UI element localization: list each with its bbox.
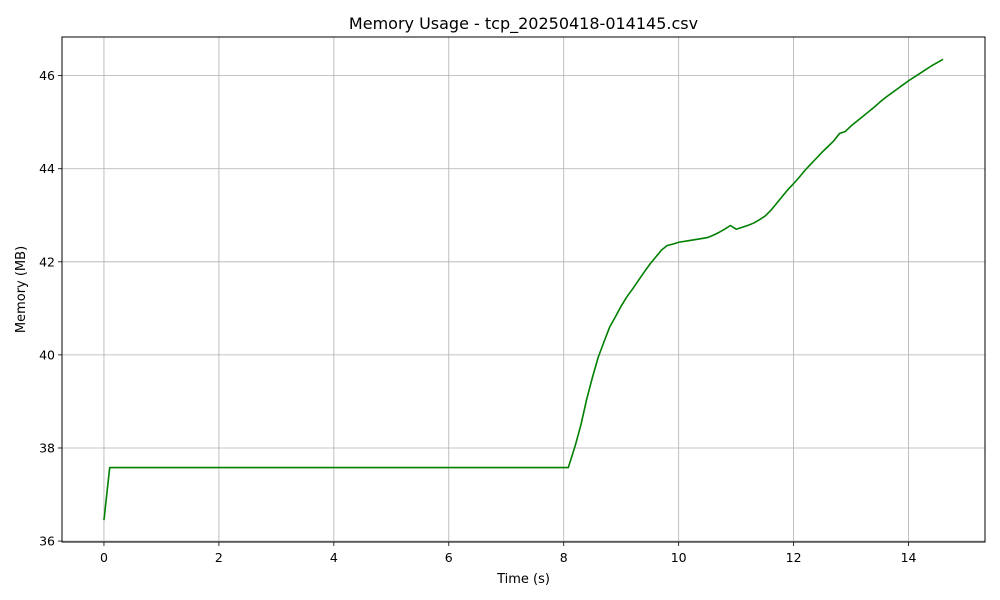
- y-tick-label: 42: [39, 254, 55, 269]
- y-tick-label: 44: [39, 161, 55, 176]
- x-tick-label: 0: [100, 550, 108, 565]
- x-tick-label: 4: [330, 550, 338, 565]
- x-tick-label: 2: [215, 550, 223, 565]
- x-tick-label: 10: [671, 550, 687, 565]
- series-layer: [103, 58, 944, 521]
- y-tick-label: 40: [39, 347, 55, 362]
- gridlines: [62, 37, 985, 542]
- y-tick-label: 46: [39, 68, 55, 83]
- chart-title: Memory Usage - tcp_20250418-014145.csv: [349, 14, 698, 34]
- y-tick-label: 38: [39, 440, 55, 455]
- x-axis-label: Time (s): [496, 572, 550, 587]
- y-axis-label: Memory (MB): [14, 246, 29, 333]
- x-tick-label: 8: [560, 550, 568, 565]
- memory-series-line: [103, 58, 944, 521]
- x-tick-label: 14: [901, 550, 917, 565]
- x-tick-label: 6: [445, 550, 453, 565]
- x-tick-label: 12: [786, 550, 802, 565]
- plot-frame: [61, 36, 986, 543]
- y-tick-label: 36: [39, 534, 55, 549]
